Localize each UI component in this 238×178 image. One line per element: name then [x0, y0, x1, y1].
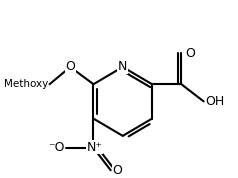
Text: O: O	[65, 61, 75, 74]
Text: ⁻O: ⁻O	[48, 141, 64, 154]
Text: O: O	[112, 164, 122, 177]
Text: N⁺: N⁺	[86, 141, 102, 154]
Text: OH: OH	[205, 95, 225, 108]
Text: Methoxy: Methoxy	[4, 79, 48, 89]
Text: N: N	[118, 61, 127, 74]
Text: O: O	[186, 47, 195, 60]
